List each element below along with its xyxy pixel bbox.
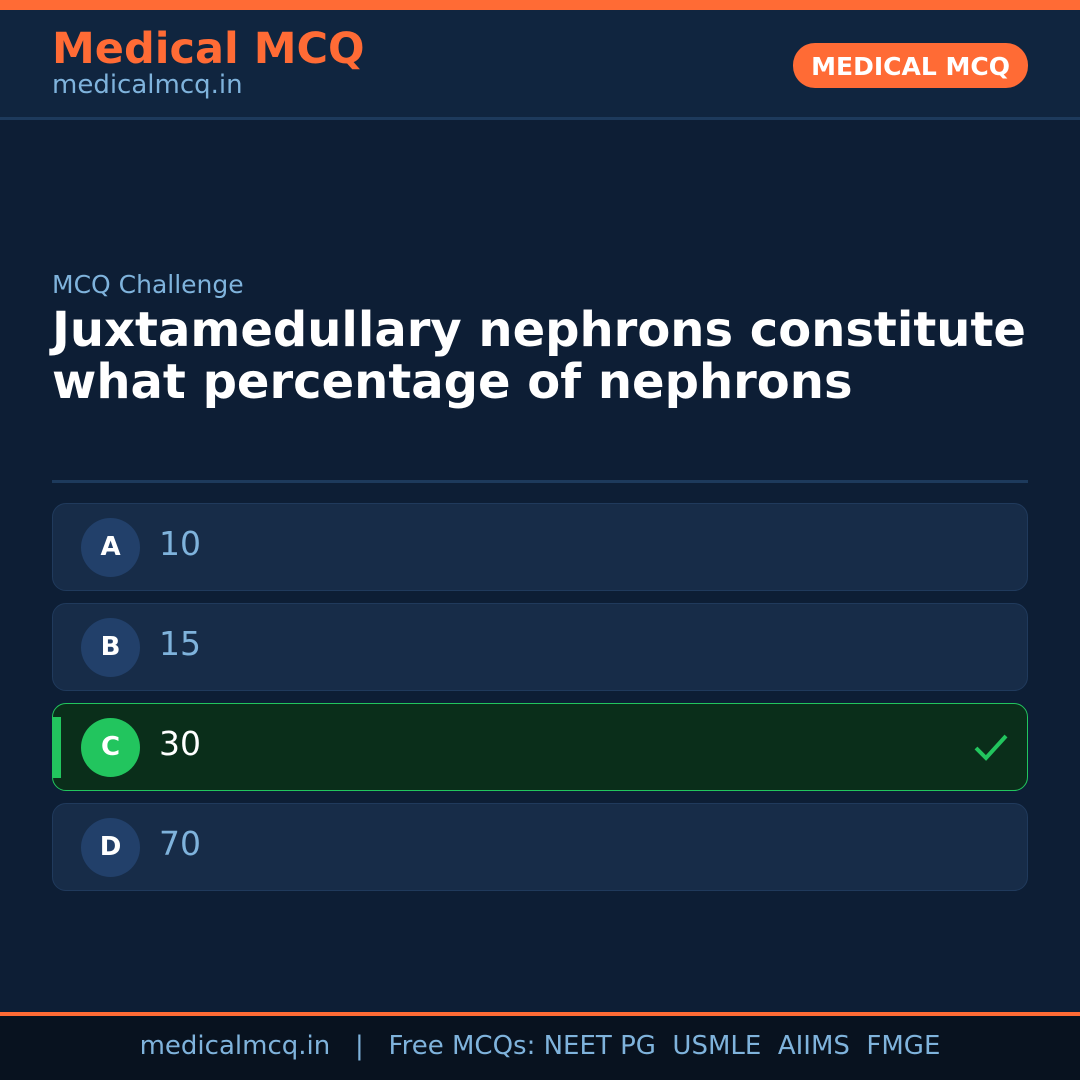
option-c-correct[interactable]: C 30 [52,703,1028,791]
accent-bar [0,0,1080,10]
option-letter: A [81,518,140,577]
category-badge: MEDICAL MCQ [793,43,1028,88]
option-text: 70 [159,824,201,863]
option-letter: D [81,818,140,877]
option-d[interactable]: D 70 [52,803,1028,891]
checkmark-icon [974,734,1008,761]
option-b[interactable]: B 15 [52,603,1028,691]
option-text: 15 [159,624,201,663]
divider [52,480,1028,483]
option-text: 30 [159,724,201,763]
question-text: Juxtamedullary nephrons constitute what … [52,302,1026,410]
footer: medicalmcq.in | Free MCQs: NEET PG USMLE… [0,1012,1080,1080]
option-a[interactable]: A 10 [52,503,1028,591]
option-text: 10 [159,524,201,563]
option-letter: C [81,718,140,777]
site-url: medicalmcq.in [52,70,243,100]
option-letter: B [81,618,140,677]
correct-indicator-bar [53,717,61,778]
brand-title: Medical MCQ [52,24,365,74]
kicker-label: MCQ Challenge [52,270,244,299]
header: Medical MCQ medicalmcq.in MEDICAL MCQ [0,10,1080,120]
